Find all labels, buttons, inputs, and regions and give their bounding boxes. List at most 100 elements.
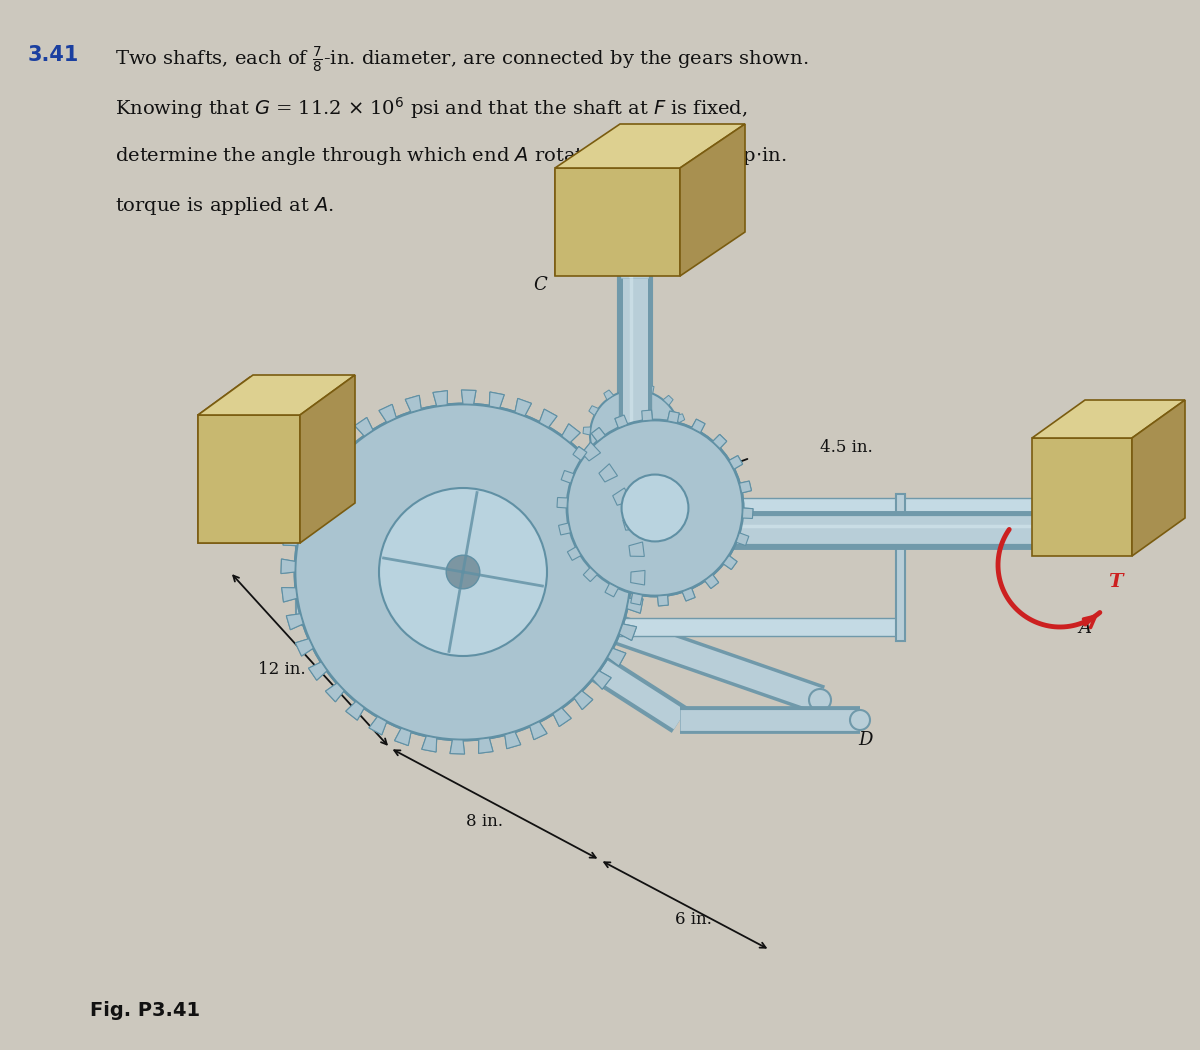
Text: D: D — [858, 731, 872, 749]
Polygon shape — [613, 488, 631, 505]
Polygon shape — [558, 523, 570, 534]
Circle shape — [622, 475, 689, 542]
Polygon shape — [283, 530, 299, 546]
Polygon shape — [308, 662, 328, 680]
Polygon shape — [631, 570, 644, 585]
Polygon shape — [583, 567, 598, 582]
Polygon shape — [281, 559, 295, 573]
Polygon shape — [679, 435, 686, 443]
Polygon shape — [619, 624, 636, 640]
Polygon shape — [1034, 440, 1130, 555]
Polygon shape — [629, 542, 644, 557]
Polygon shape — [682, 588, 695, 601]
Polygon shape — [355, 418, 373, 436]
Text: 6 in.: 6 in. — [674, 911, 712, 928]
Polygon shape — [736, 532, 749, 546]
Polygon shape — [462, 390, 476, 404]
Polygon shape — [582, 442, 600, 461]
Polygon shape — [730, 456, 743, 469]
Polygon shape — [325, 684, 344, 701]
Polygon shape — [568, 547, 581, 561]
Text: 3.41: 3.41 — [28, 45, 79, 65]
Polygon shape — [539, 410, 557, 427]
Polygon shape — [625, 383, 632, 392]
Polygon shape — [283, 530, 299, 546]
Polygon shape — [515, 398, 532, 416]
Polygon shape — [553, 708, 571, 727]
Polygon shape — [631, 593, 642, 605]
Polygon shape — [346, 701, 365, 720]
Polygon shape — [198, 375, 355, 415]
Circle shape — [295, 404, 631, 740]
Polygon shape — [539, 410, 557, 427]
Polygon shape — [346, 701, 365, 720]
Polygon shape — [1032, 438, 1132, 556]
Polygon shape — [604, 390, 613, 400]
Polygon shape — [574, 691, 593, 710]
Polygon shape — [395, 729, 412, 746]
Polygon shape — [724, 555, 737, 569]
Polygon shape — [605, 584, 618, 596]
Polygon shape — [198, 377, 350, 415]
Polygon shape — [529, 721, 547, 739]
Circle shape — [622, 475, 689, 542]
Polygon shape — [574, 691, 593, 710]
Polygon shape — [295, 638, 313, 656]
Polygon shape — [586, 447, 594, 456]
Text: C: C — [533, 276, 547, 294]
Polygon shape — [582, 442, 600, 461]
Polygon shape — [325, 684, 344, 701]
Polygon shape — [605, 584, 618, 596]
Polygon shape — [596, 464, 607, 475]
Polygon shape — [730, 456, 743, 469]
Text: T: T — [1108, 573, 1122, 591]
Polygon shape — [462, 390, 476, 404]
Polygon shape — [583, 567, 598, 582]
Text: torque is applied at $A$.: torque is applied at $A$. — [115, 195, 334, 217]
Polygon shape — [1034, 404, 1180, 440]
Polygon shape — [593, 671, 611, 689]
Circle shape — [1058, 518, 1082, 542]
Polygon shape — [614, 415, 628, 428]
Polygon shape — [589, 405, 599, 416]
Polygon shape — [607, 648, 626, 666]
Polygon shape — [557, 498, 568, 508]
Polygon shape — [664, 396, 673, 405]
Polygon shape — [629, 542, 644, 557]
Polygon shape — [440, 618, 900, 636]
Polygon shape — [743, 508, 752, 519]
Polygon shape — [370, 716, 386, 735]
Polygon shape — [515, 398, 532, 416]
Polygon shape — [370, 716, 386, 735]
Polygon shape — [676, 414, 685, 423]
Polygon shape — [736, 532, 749, 546]
Polygon shape — [642, 411, 653, 421]
Polygon shape — [572, 446, 587, 460]
Polygon shape — [379, 404, 396, 422]
Polygon shape — [667, 412, 679, 423]
Text: A: A — [1079, 620, 1092, 637]
Polygon shape — [558, 523, 570, 534]
Text: E: E — [463, 587, 476, 605]
Polygon shape — [572, 446, 587, 460]
Polygon shape — [691, 419, 706, 433]
Polygon shape — [743, 508, 752, 519]
Polygon shape — [704, 574, 719, 588]
Polygon shape — [631, 570, 644, 585]
Text: 4.5 in.: 4.5 in. — [820, 440, 872, 457]
Text: 12 in.: 12 in. — [258, 662, 306, 678]
Polygon shape — [490, 392, 504, 408]
Polygon shape — [479, 738, 493, 753]
Polygon shape — [1032, 400, 1186, 438]
Polygon shape — [658, 595, 668, 606]
Polygon shape — [450, 739, 464, 754]
Circle shape — [568, 420, 743, 596]
Circle shape — [568, 420, 743, 596]
Polygon shape — [616, 477, 625, 485]
Polygon shape — [300, 478, 318, 496]
Circle shape — [809, 689, 830, 711]
Circle shape — [446, 555, 480, 589]
Polygon shape — [334, 435, 352, 454]
Polygon shape — [379, 404, 396, 422]
Polygon shape — [607, 648, 626, 666]
